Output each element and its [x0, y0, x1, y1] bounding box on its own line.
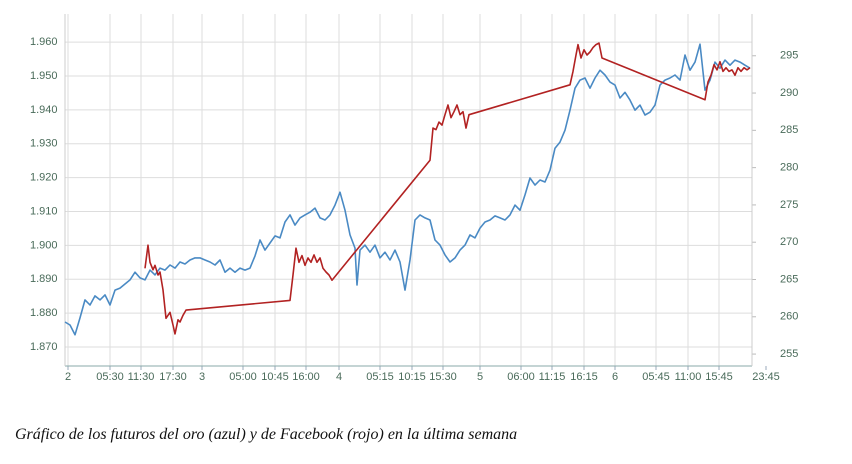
- chart: 1.870 1.880 1.890 1.900 1.910 1.920 1.930 1.940…: [30, 14, 798, 383]
- x-tick-label: 17:30: [159, 371, 187, 383]
- y2-tick-label: 260: [780, 311, 798, 323]
- y-tick-label: 1.910: [30, 205, 58, 217]
- x-tick-label: 5: [477, 371, 483, 383]
- x-tick-label: 6: [612, 371, 618, 383]
- x-tick-label: 15:45: [705, 371, 733, 383]
- x-tick-label: 05:15: [366, 371, 394, 383]
- x-tick-label: 3: [199, 371, 205, 383]
- y2-tick-label: 270: [780, 236, 798, 248]
- x-tick-label: 06:00: [507, 371, 535, 383]
- y2-tick-label: 275: [780, 199, 798, 211]
- y-tick-label: 1.900: [30, 239, 58, 251]
- y2-tick-label: 280: [780, 162, 798, 174]
- x-tick-label: 05:00: [229, 371, 257, 383]
- series-line: [64, 43, 751, 336]
- x-tick-label: 15:30: [429, 371, 457, 383]
- y2-tick-label: 285: [780, 124, 798, 136]
- y-tick-label: 1.870: [30, 341, 58, 353]
- y2-tick-label: 290: [780, 87, 798, 99]
- x-tick-label: 11:00: [675, 371, 702, 383]
- x-tick-label: 05:45: [642, 371, 670, 383]
- x-tick-label: 2: [65, 371, 71, 383]
- y-tick-label: 1.960: [30, 36, 58, 48]
- x-tick-label: 11:30: [128, 371, 155, 383]
- y-tick-label: 1.880: [30, 307, 58, 319]
- y-tick-label: 1.930: [30, 138, 58, 150]
- y2-tick-label: 255: [780, 348, 798, 360]
- x-tick-label: 11:15: [539, 371, 566, 383]
- y2-tick-label: 265: [780, 273, 798, 285]
- x-tick-label: 10:45: [261, 371, 289, 383]
- x-tick-label: 16:15: [570, 371, 598, 383]
- x-tick-label: 4: [336, 371, 342, 383]
- y2-tick-label: 295: [780, 50, 798, 62]
- series-line: [144, 42, 751, 335]
- x-tick-label: 16:00: [292, 371, 320, 383]
- x-tick-label: 10:15: [398, 371, 426, 383]
- x-tick-label: 05:30: [96, 371, 124, 383]
- y-tick-label: 1.950: [30, 70, 58, 82]
- y-tick-label: 1.920: [30, 172, 58, 184]
- caption: Gráfico de los futuros del oro (azul) y …: [15, 426, 518, 443]
- y-tick-label: 1.890: [30, 273, 58, 285]
- x-tick-label: 23:45: [752, 371, 780, 383]
- y-tick-label: 1.940: [30, 104, 58, 116]
